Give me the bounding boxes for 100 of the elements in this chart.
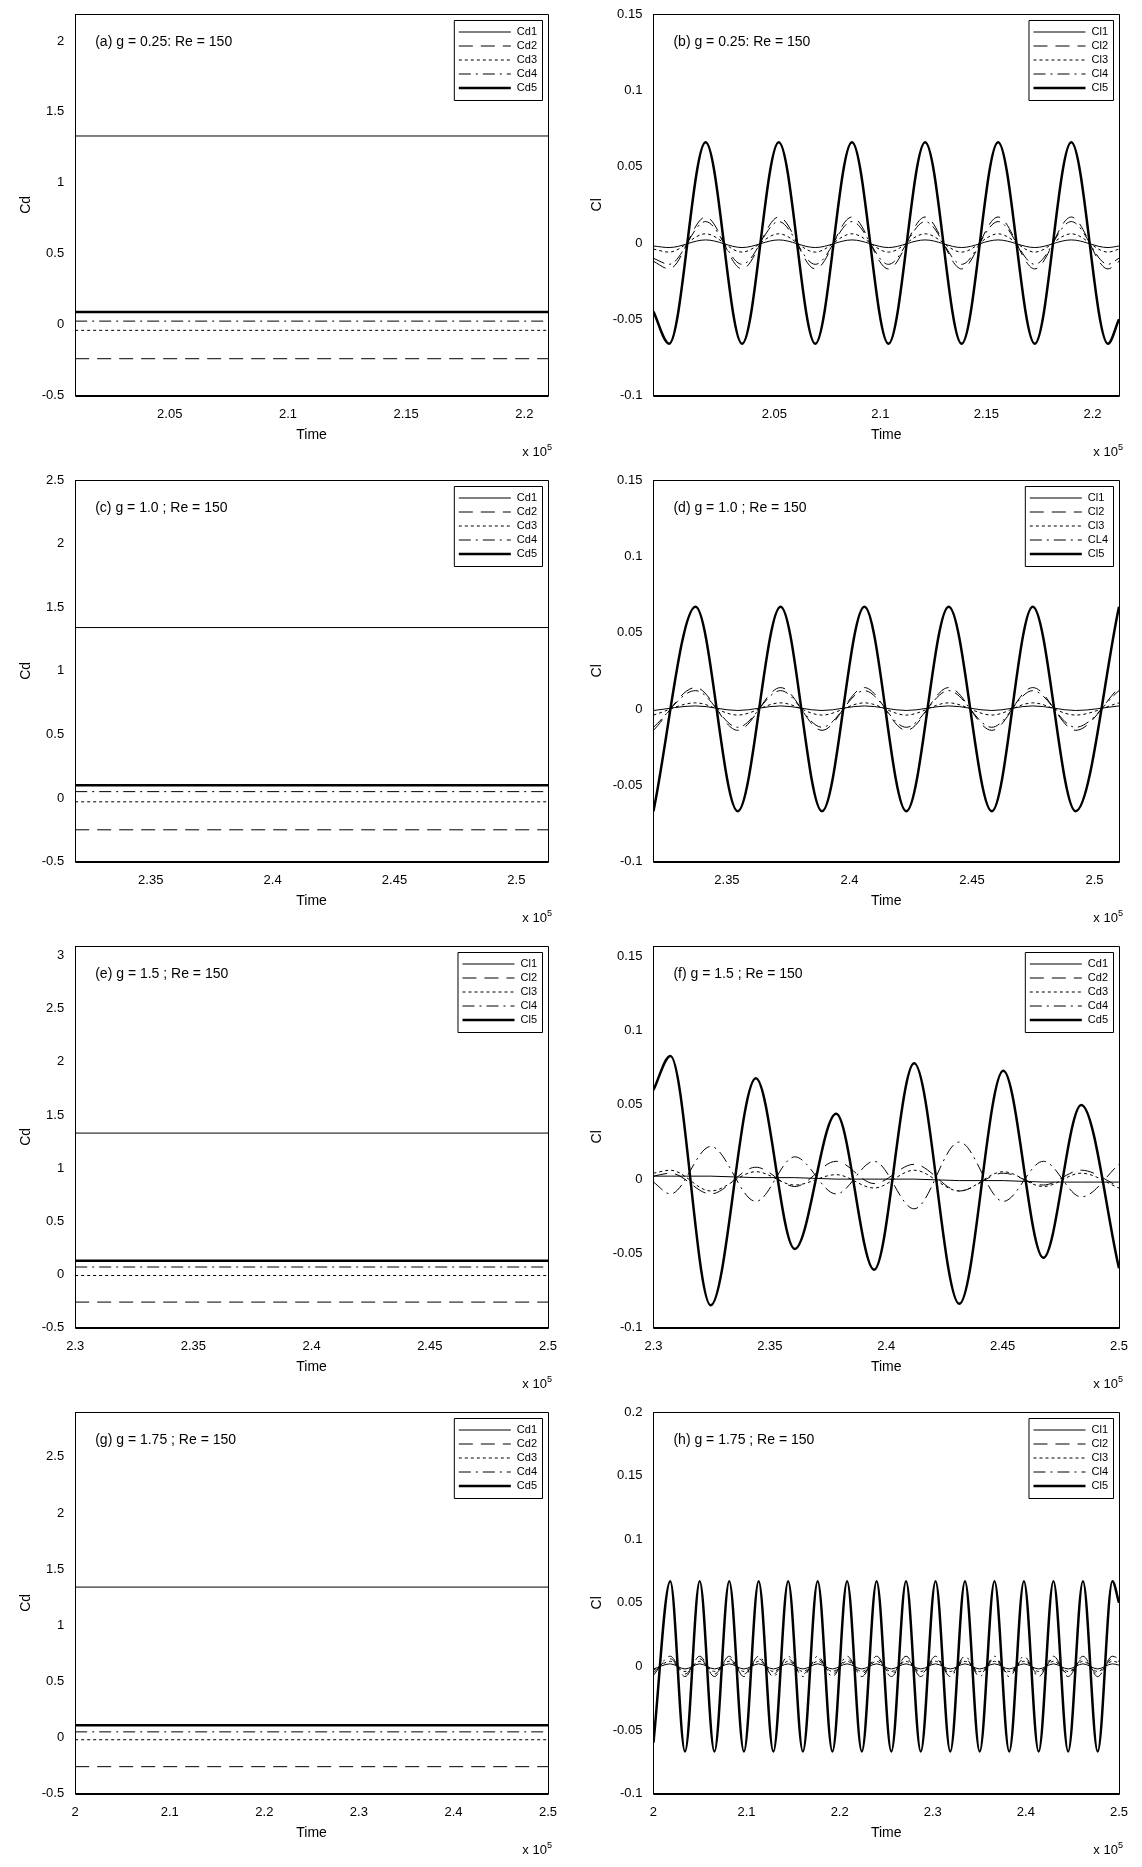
legend-label: Cl1 (520, 957, 538, 970)
legend-label: Cd2 (516, 505, 538, 518)
text: (c) g = 1.0 ; Re = 150 (95, 499, 228, 515)
legend-label: Cl5 (1091, 81, 1109, 94)
y-tick-label: 1.5 (46, 598, 65, 614)
text: (e) g = 1.5 ; Re = 150 (95, 965, 229, 981)
y-tick-label: 0.15 (617, 5, 643, 21)
legend-label: Cl4 (520, 999, 538, 1012)
y-tick-label: 0.15 (617, 947, 643, 963)
legend-label: Cd5 (1087, 1013, 1109, 1026)
legend-label: Cd1 (516, 25, 538, 38)
legend-label: Cd2 (516, 39, 538, 52)
legend-label: Cd1 (516, 1423, 538, 1436)
y-tick-label: 0.2 (624, 1403, 643, 1419)
y-tick-label: -0.1 (620, 1785, 643, 1801)
text: (d) g = 1.0 ; Re = 150 (673, 499, 807, 515)
x-tick-label: 2.2 (255, 1803, 274, 1819)
x-tick-label: 2.2 (830, 1803, 849, 1819)
legend-label: Cl1 (1091, 1423, 1109, 1436)
legend-label: Cd1 (516, 491, 538, 504)
y-tick-label: -0.5 (41, 853, 65, 869)
y-tick-label: -0.05 (612, 776, 643, 792)
y-tick-label: 0.1 (624, 547, 643, 563)
y-tick-label: 0 (56, 1729, 65, 1745)
legend-label: Cl2 (1087, 505, 1105, 518)
x-tick-label: 2.5 (538, 1337, 558, 1353)
y-tick-label: 0 (56, 1266, 65, 1282)
x-tick-label: 2.4 (302, 1337, 321, 1353)
y-tick-label: 0.1 (624, 1530, 643, 1546)
x-axis-title: Time (870, 892, 902, 909)
y-tick-label: 3 (56, 947, 65, 963)
x-tick-label: 2.45 (959, 871, 985, 887)
x-axis-title: Time (870, 426, 902, 443)
text: (b) g = 0.25: Re = 150 (673, 33, 811, 49)
legend-label: Cl3 (1091, 1451, 1109, 1464)
x-tick-label: 2.4 (263, 871, 282, 887)
legend-label: Cd3 (516, 53, 538, 66)
legend-label: Cl4 (1091, 67, 1109, 80)
x-tick-label: 2.35 (180, 1337, 207, 1353)
y-axis-title: Cd (17, 1127, 34, 1146)
legend-label: Cl2 (1091, 1437, 1109, 1450)
y-tick-label: 0.15 (617, 471, 643, 487)
y-tick-label: 1 (56, 174, 65, 190)
y-tick-label: 0.5 (46, 1212, 65, 1228)
y-tick-label: 0.5 (46, 725, 65, 741)
y-tick-label: 0 (635, 1170, 643, 1186)
y-axis-title: Cl (588, 198, 605, 212)
x-tick-label: 2.5 (1109, 1337, 1129, 1353)
x-tick-label: 2.35 (757, 1337, 783, 1353)
x-tick-label: 2.35 (714, 871, 740, 887)
y-tick-label: 0.05 (617, 158, 643, 174)
legend-label: Cd1 (1087, 957, 1109, 970)
y-tick-label: -0.05 (612, 310, 643, 326)
x-axis-title: Time (296, 892, 328, 909)
legend-label: Cd4 (516, 67, 538, 80)
x-tick-label: 2.05 (157, 405, 183, 421)
x-tick-label: 2.2 (1083, 405, 1102, 421)
y-tick-label: -0.1 (620, 1319, 643, 1335)
x-tick-label: 2.1 (278, 405, 297, 421)
legend-label: Cd5 (516, 1479, 538, 1492)
x-tick-label: 2 (649, 1803, 658, 1819)
x-axis-title: Time (296, 426, 328, 443)
x-axis-title: Time (870, 1358, 902, 1375)
legend-label: Cl1 (1091, 25, 1109, 38)
legend-label: Cd5 (516, 547, 538, 560)
y-tick-label: -0.05 (612, 1721, 643, 1737)
text: (g) g = 1.75 ; Re = 150 (95, 1431, 237, 1447)
y-tick-label: 2 (56, 535, 65, 551)
x-tick-label: 2.45 (417, 1337, 443, 1353)
x-tick-label: 2.1 (871, 405, 890, 421)
legend-label: Cl5 (1087, 547, 1105, 560)
y-tick-label: 0.05 (617, 1594, 643, 1610)
x-tick-label: 2.15 (393, 405, 419, 421)
legend-label: Cl2 (520, 971, 538, 984)
x-tick-label: 2.15 (973, 405, 1000, 421)
y-axis-title: Cd (17, 661, 34, 680)
y-tick-label: 2.5 (46, 1448, 65, 1464)
y-tick-label: -0.1 (620, 853, 643, 869)
y-tick-label: 1.5 (46, 1106, 65, 1122)
y-axis-title: Cd (17, 195, 34, 214)
x-tick-label: 2.3 (644, 1337, 663, 1353)
legend-label: Cl1 (1087, 491, 1105, 504)
y-tick-label: 0.5 (46, 1672, 65, 1688)
x-tick-label: 2.3 (66, 1337, 85, 1353)
x-tick-label: 2.1 (160, 1803, 179, 1819)
y-tick-label: 0.1 (624, 1022, 643, 1038)
legend-label: Cd5 (516, 81, 538, 94)
x-tick-label: 2.5 (1109, 1803, 1129, 1819)
legend-label: Cd3 (516, 1451, 538, 1464)
y-tick-label: 1 (56, 662, 65, 678)
y-tick-label: 2 (56, 1053, 65, 1069)
legend-label: Cd3 (1087, 985, 1109, 998)
y-tick-label: 1 (56, 1616, 65, 1632)
x-tick-label: 2.1 (737, 1803, 756, 1819)
legend-label: Cl2 (1091, 39, 1109, 52)
y-tick-label: 1.5 (46, 1560, 65, 1576)
y-tick-label: 0.5 (46, 245, 65, 261)
y-tick-label: -0.5 (41, 387, 65, 403)
y-tick-label: 0 (635, 700, 643, 716)
x-axis-title: Time (296, 1824, 328, 1841)
